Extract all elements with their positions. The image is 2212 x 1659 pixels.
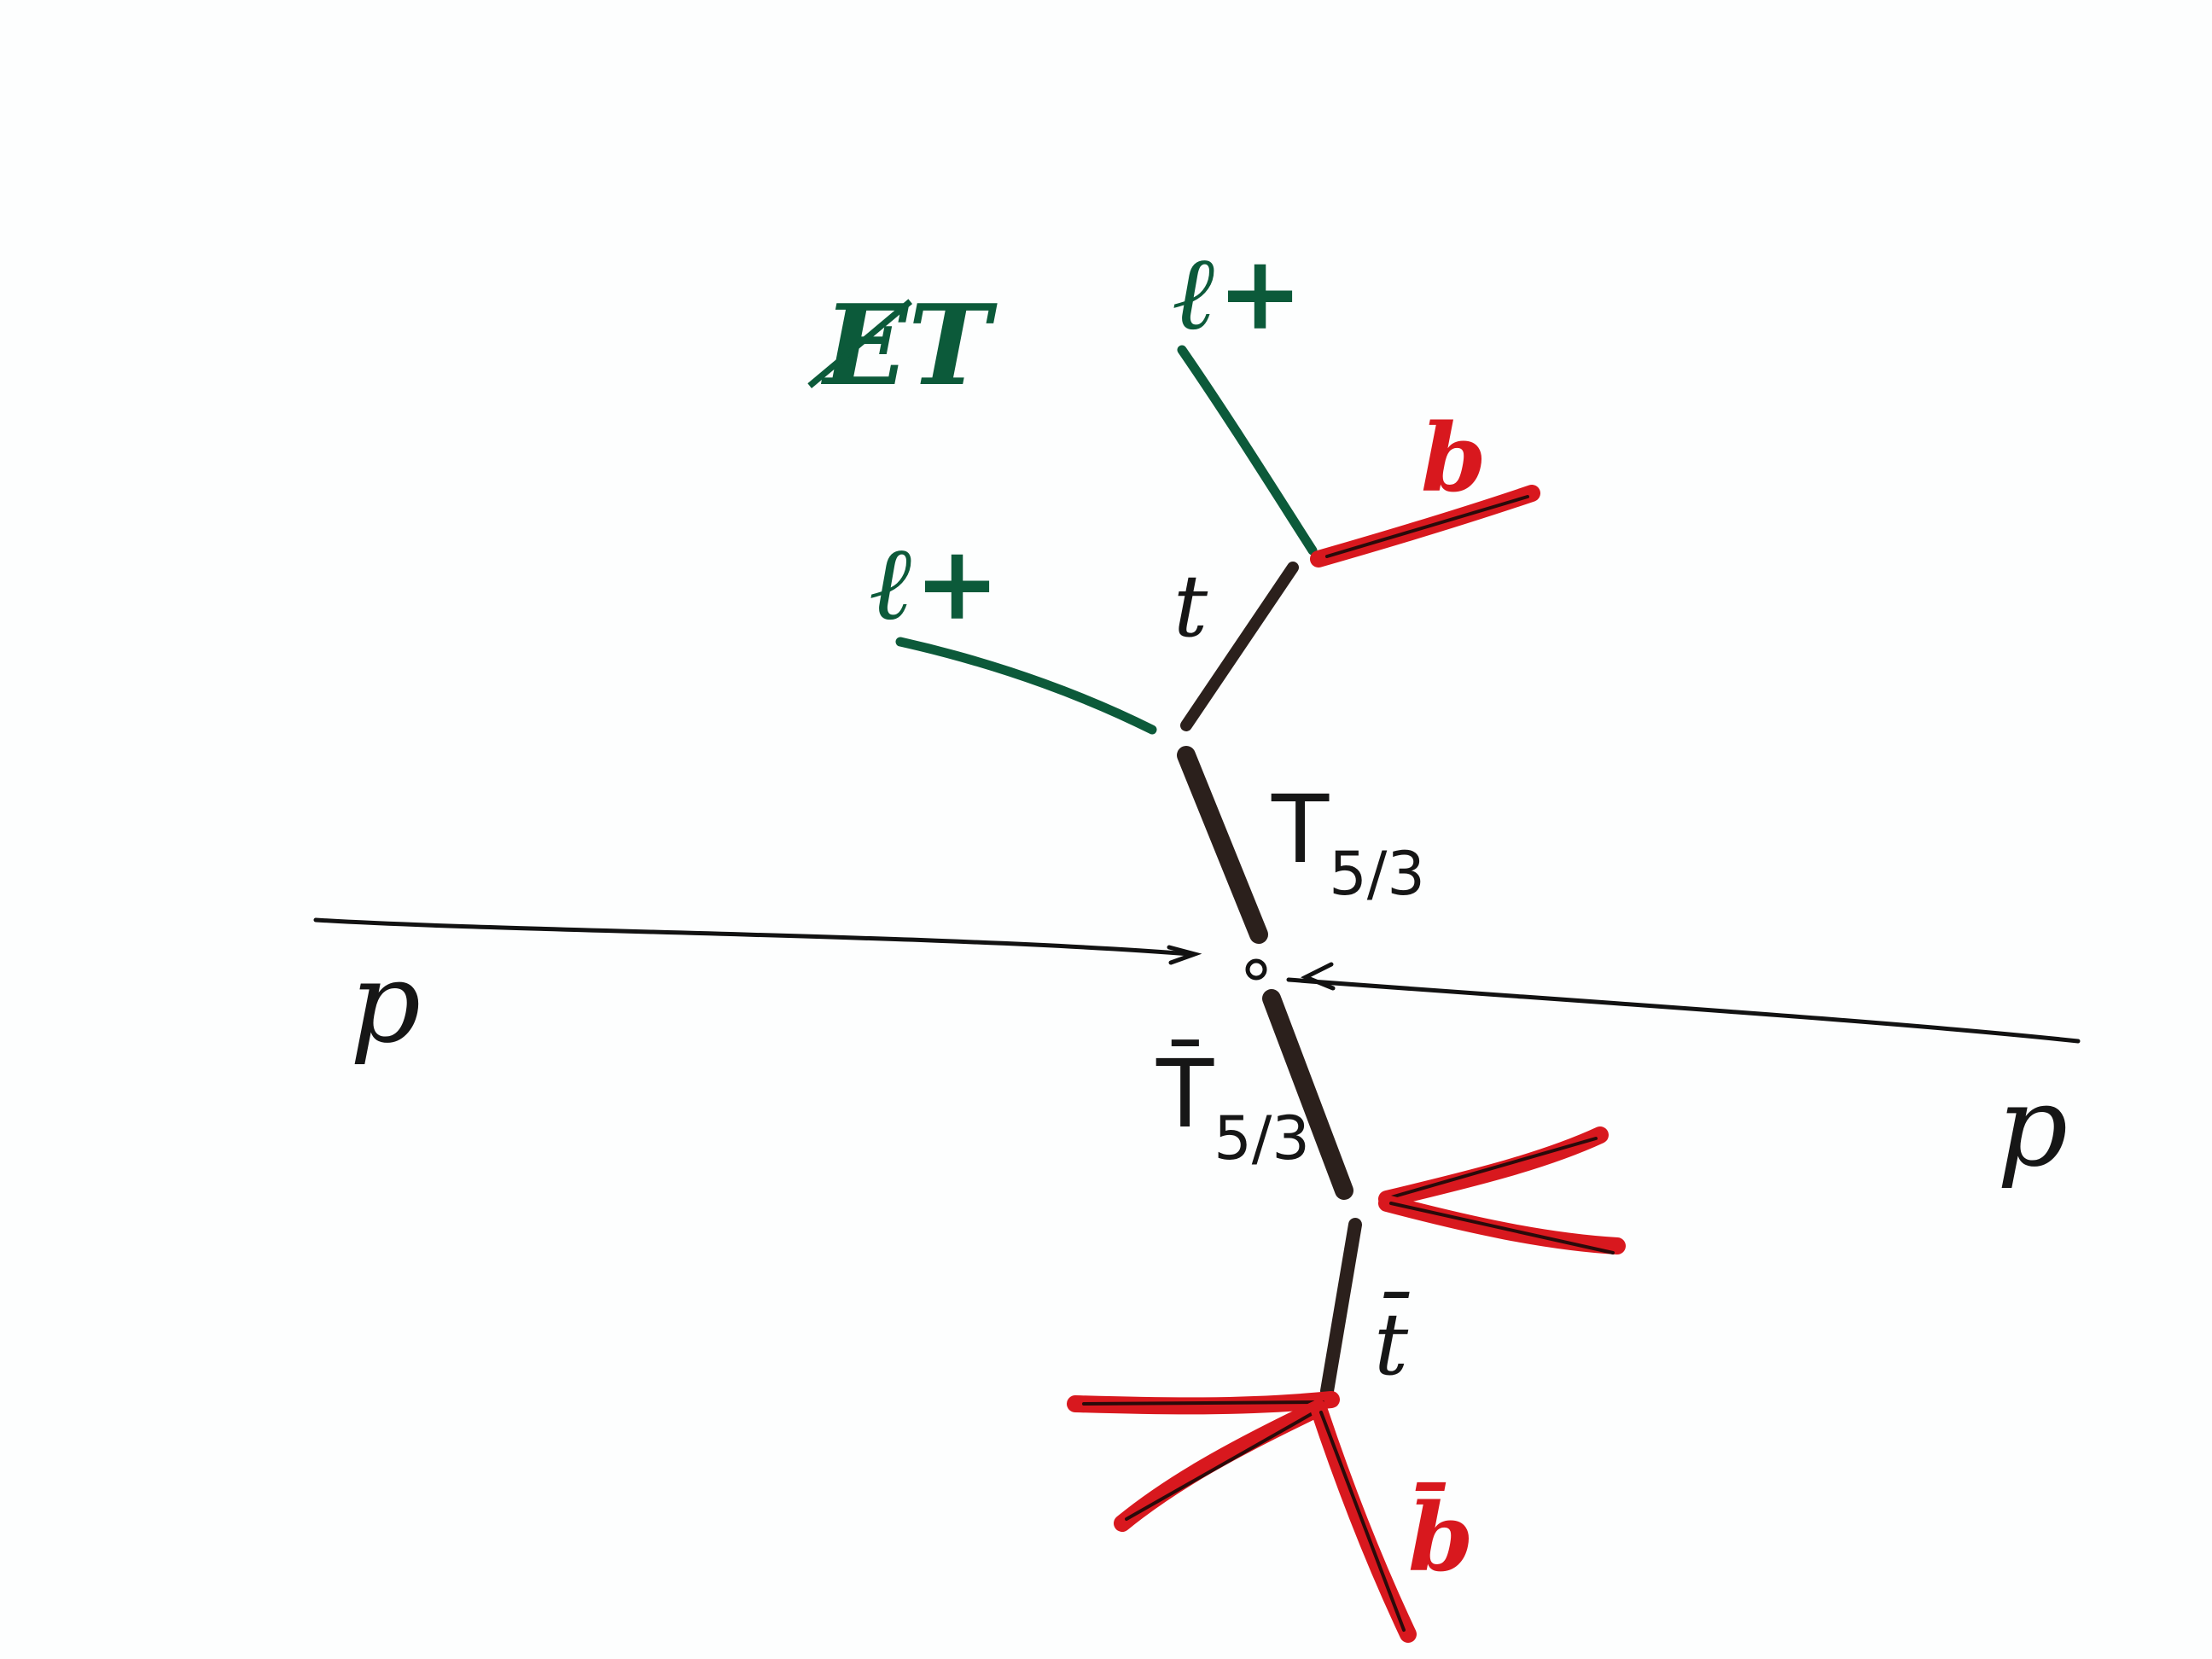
proton-right-label: p <box>1997 1062 2068 1191</box>
lepton-top-label: ℓ+ <box>1173 233 1303 353</box>
t53bar-main: T̄ <box>1155 1039 1214 1149</box>
top-label: t <box>1173 556 1208 656</box>
interaction-vertex <box>1245 958 1267 981</box>
antitop-line <box>1320 1218 1362 1398</box>
t53-label: T5/3 <box>1271 775 1425 909</box>
lepton-left-label: ℓ+ <box>870 523 1000 643</box>
proton-left-label: p <box>350 938 421 1068</box>
top-line <box>1180 562 1299 731</box>
b-quark-label: b <box>1421 403 1487 513</box>
lepton-top-line <box>1177 345 1318 556</box>
tbar-jet-lower-left <box>1114 1400 1327 1532</box>
met-label: E̸T <box>807 280 998 410</box>
w-jet-lower <box>1378 1195 1626 1254</box>
beam-arrow-right <box>1300 962 1336 991</box>
t53bar-label: T̄5/3 <box>1155 1039 1310 1173</box>
t53-main: T <box>1271 775 1330 884</box>
bbar-label: b̄ <box>1408 1481 1474 1592</box>
beam-arrow-left <box>1167 945 1202 965</box>
beam-line-left <box>313 917 1193 957</box>
t53-sub: 5/3 <box>1329 839 1425 909</box>
beam-line-right <box>1286 977 2081 1044</box>
antitop-label: t̄ <box>1374 1291 1410 1394</box>
t53bar-sub: 5/3 <box>1214 1103 1310 1173</box>
t53-line <box>1177 746 1268 944</box>
lepton-left-line <box>895 637 1157 735</box>
t53bar-line <box>1262 989 1353 1200</box>
